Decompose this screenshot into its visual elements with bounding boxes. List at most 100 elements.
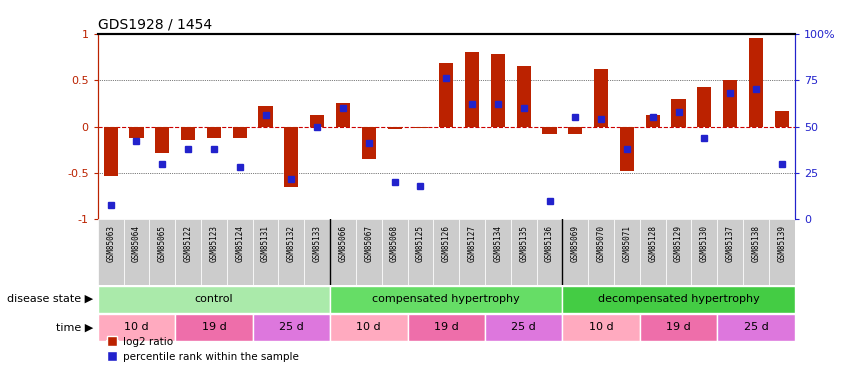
Bar xyxy=(692,219,717,285)
Text: GSM85070: GSM85070 xyxy=(597,225,606,262)
Text: 19 d: 19 d xyxy=(666,322,691,332)
Text: 10 d: 10 d xyxy=(589,322,614,332)
Legend: log2 ratio, percentile rank within the sample: log2 ratio, percentile rank within the s… xyxy=(103,333,303,366)
Text: GSM85130: GSM85130 xyxy=(700,225,709,262)
Text: GSM85123: GSM85123 xyxy=(209,225,218,262)
Bar xyxy=(201,219,227,285)
Bar xyxy=(175,314,252,340)
Bar xyxy=(382,219,407,285)
Text: GSM85069: GSM85069 xyxy=(571,225,580,262)
Text: GSM85066: GSM85066 xyxy=(338,225,348,262)
Bar xyxy=(279,219,304,285)
Text: GSM85137: GSM85137 xyxy=(726,225,734,262)
Bar xyxy=(330,314,407,340)
Bar xyxy=(336,104,350,127)
Bar xyxy=(258,106,273,127)
Bar xyxy=(620,127,634,171)
Text: time ▶: time ▶ xyxy=(56,322,94,332)
Bar xyxy=(310,116,324,127)
Bar xyxy=(413,127,428,128)
Bar xyxy=(490,54,505,127)
Text: GSM85134: GSM85134 xyxy=(493,225,502,262)
Bar xyxy=(774,111,789,127)
Text: 25 d: 25 d xyxy=(512,322,536,332)
Bar xyxy=(252,314,330,340)
Text: GSM85127: GSM85127 xyxy=(468,225,477,262)
Bar xyxy=(563,219,588,285)
Text: 10 d: 10 d xyxy=(356,322,381,332)
Bar xyxy=(588,219,614,285)
Text: GSM85131: GSM85131 xyxy=(261,225,270,262)
Bar xyxy=(697,87,711,127)
Bar xyxy=(304,219,330,285)
Text: GSM85064: GSM85064 xyxy=(132,225,141,262)
Text: GSM85129: GSM85129 xyxy=(674,225,683,262)
Bar xyxy=(749,38,763,127)
Bar xyxy=(104,127,118,176)
Bar xyxy=(439,63,453,127)
Bar xyxy=(723,80,737,127)
Text: 19 d: 19 d xyxy=(201,322,226,332)
Text: disease state ▶: disease state ▶ xyxy=(8,294,94,304)
Text: GSM85125: GSM85125 xyxy=(416,225,425,262)
Bar xyxy=(743,219,769,285)
Text: GSM85065: GSM85065 xyxy=(158,225,167,262)
Bar xyxy=(407,314,485,340)
Bar xyxy=(563,286,795,312)
Text: GSM85071: GSM85071 xyxy=(622,225,632,262)
Bar xyxy=(666,219,692,285)
Bar xyxy=(646,116,660,127)
Bar xyxy=(717,219,743,285)
Bar xyxy=(594,69,609,127)
Bar xyxy=(640,314,717,340)
Bar xyxy=(123,219,150,285)
Text: 25 d: 25 d xyxy=(279,322,303,332)
Bar xyxy=(227,219,252,285)
Text: 19 d: 19 d xyxy=(434,322,459,332)
Bar xyxy=(640,219,666,285)
Bar xyxy=(434,219,459,285)
Text: GSM85133: GSM85133 xyxy=(313,225,321,262)
Bar xyxy=(98,286,330,312)
Bar xyxy=(181,127,196,141)
Bar xyxy=(769,219,795,285)
Bar xyxy=(252,219,279,285)
Bar xyxy=(233,127,246,138)
Bar xyxy=(356,219,382,285)
Bar xyxy=(568,127,582,134)
Text: decompensated hypertrophy: decompensated hypertrophy xyxy=(598,294,759,303)
Text: 10 d: 10 d xyxy=(124,322,149,332)
Bar xyxy=(465,53,479,127)
Text: GSM85063: GSM85063 xyxy=(106,225,115,262)
Text: compensated hypertrophy: compensated hypertrophy xyxy=(372,294,520,303)
Text: GSM85139: GSM85139 xyxy=(778,225,786,262)
Bar xyxy=(407,219,434,285)
Text: control: control xyxy=(195,294,233,303)
Bar xyxy=(156,127,169,153)
Text: GSM85068: GSM85068 xyxy=(390,225,400,262)
Bar xyxy=(207,127,221,138)
Bar xyxy=(485,219,511,285)
Bar xyxy=(98,219,123,285)
Bar xyxy=(150,219,175,285)
Text: 25 d: 25 d xyxy=(744,322,768,332)
Bar xyxy=(330,286,563,312)
Text: GSM85132: GSM85132 xyxy=(286,225,296,262)
Text: GSM85126: GSM85126 xyxy=(442,225,450,262)
Text: GDS1928 / 1454: GDS1928 / 1454 xyxy=(98,17,212,31)
Bar xyxy=(517,66,530,127)
Bar xyxy=(459,219,485,285)
Bar xyxy=(614,219,640,285)
Bar xyxy=(284,127,298,187)
Bar xyxy=(388,127,402,129)
Bar xyxy=(563,314,640,340)
Bar xyxy=(536,219,563,285)
Bar xyxy=(129,127,144,138)
Text: GSM85124: GSM85124 xyxy=(235,225,244,262)
Bar xyxy=(717,314,795,340)
Bar xyxy=(485,314,563,340)
Bar xyxy=(330,219,356,285)
Bar xyxy=(362,127,376,159)
Bar xyxy=(672,99,686,127)
Text: GSM85135: GSM85135 xyxy=(519,225,528,262)
